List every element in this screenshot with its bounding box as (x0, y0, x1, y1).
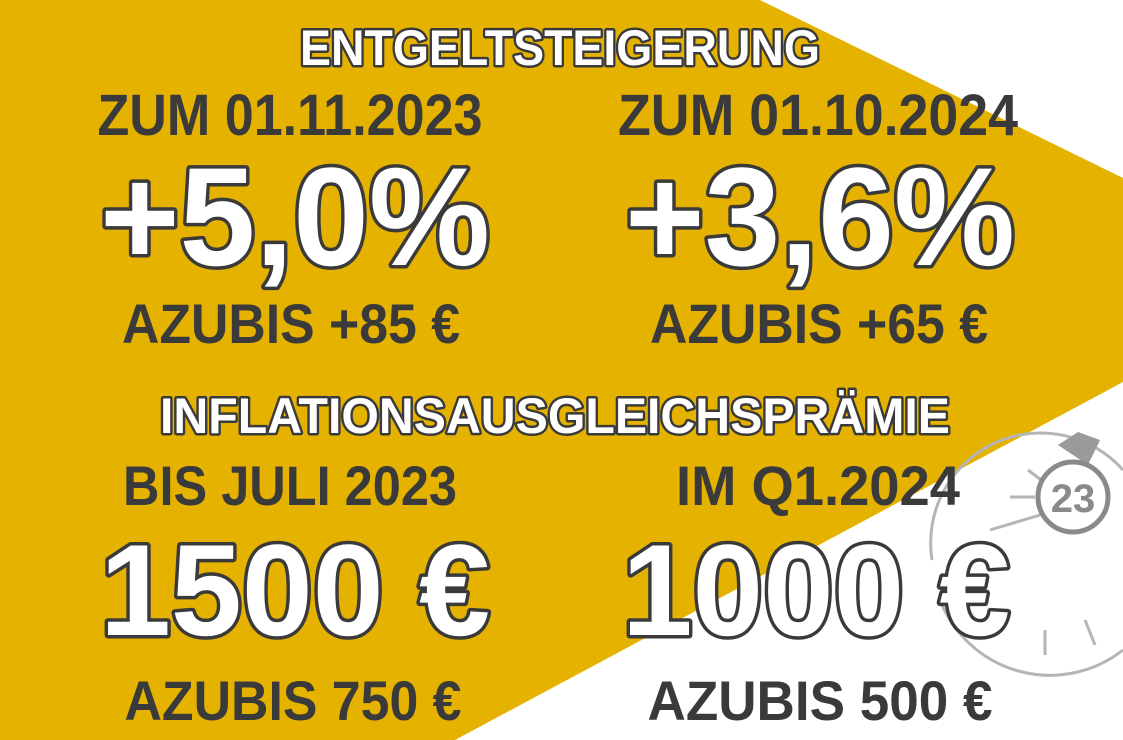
trainees: AZUBIS 500 € (648, 669, 993, 732)
badge-circle (1035, 459, 1111, 535)
dial-segment (1058, 432, 1100, 465)
date: ZUM 01.11.2023 (98, 83, 483, 148)
date: IM Q1.2024 (676, 454, 960, 517)
amount: 1000 € (622, 517, 1010, 663)
amount: +5,0% (100, 138, 490, 295)
amount: 1500 € (100, 517, 490, 663)
dial-rim-lower (938, 599, 1123, 677)
date: BIS JULI 2023 (123, 454, 457, 517)
section-title: INFLATIONSAUSGLEICHSPRÄMIE (160, 388, 950, 444)
trainees: AZUBIS +85 € (122, 292, 460, 355)
trainees: AZUBIS +65 € (650, 292, 988, 355)
badge-number: 23 (1051, 477, 1096, 521)
trainees: AZUBIS 750 € (125, 669, 462, 732)
dial-tick (1083, 619, 1097, 646)
amount: +3,6% (625, 138, 1015, 295)
date: ZUM 01.10.2024 (618, 83, 1018, 148)
section-title: ENTGELTSTEIGERUNG (300, 20, 820, 76)
dial-tick (989, 513, 1041, 532)
dial-icon (929, 431, 1123, 677)
white-corner-top (760, 0, 1123, 178)
